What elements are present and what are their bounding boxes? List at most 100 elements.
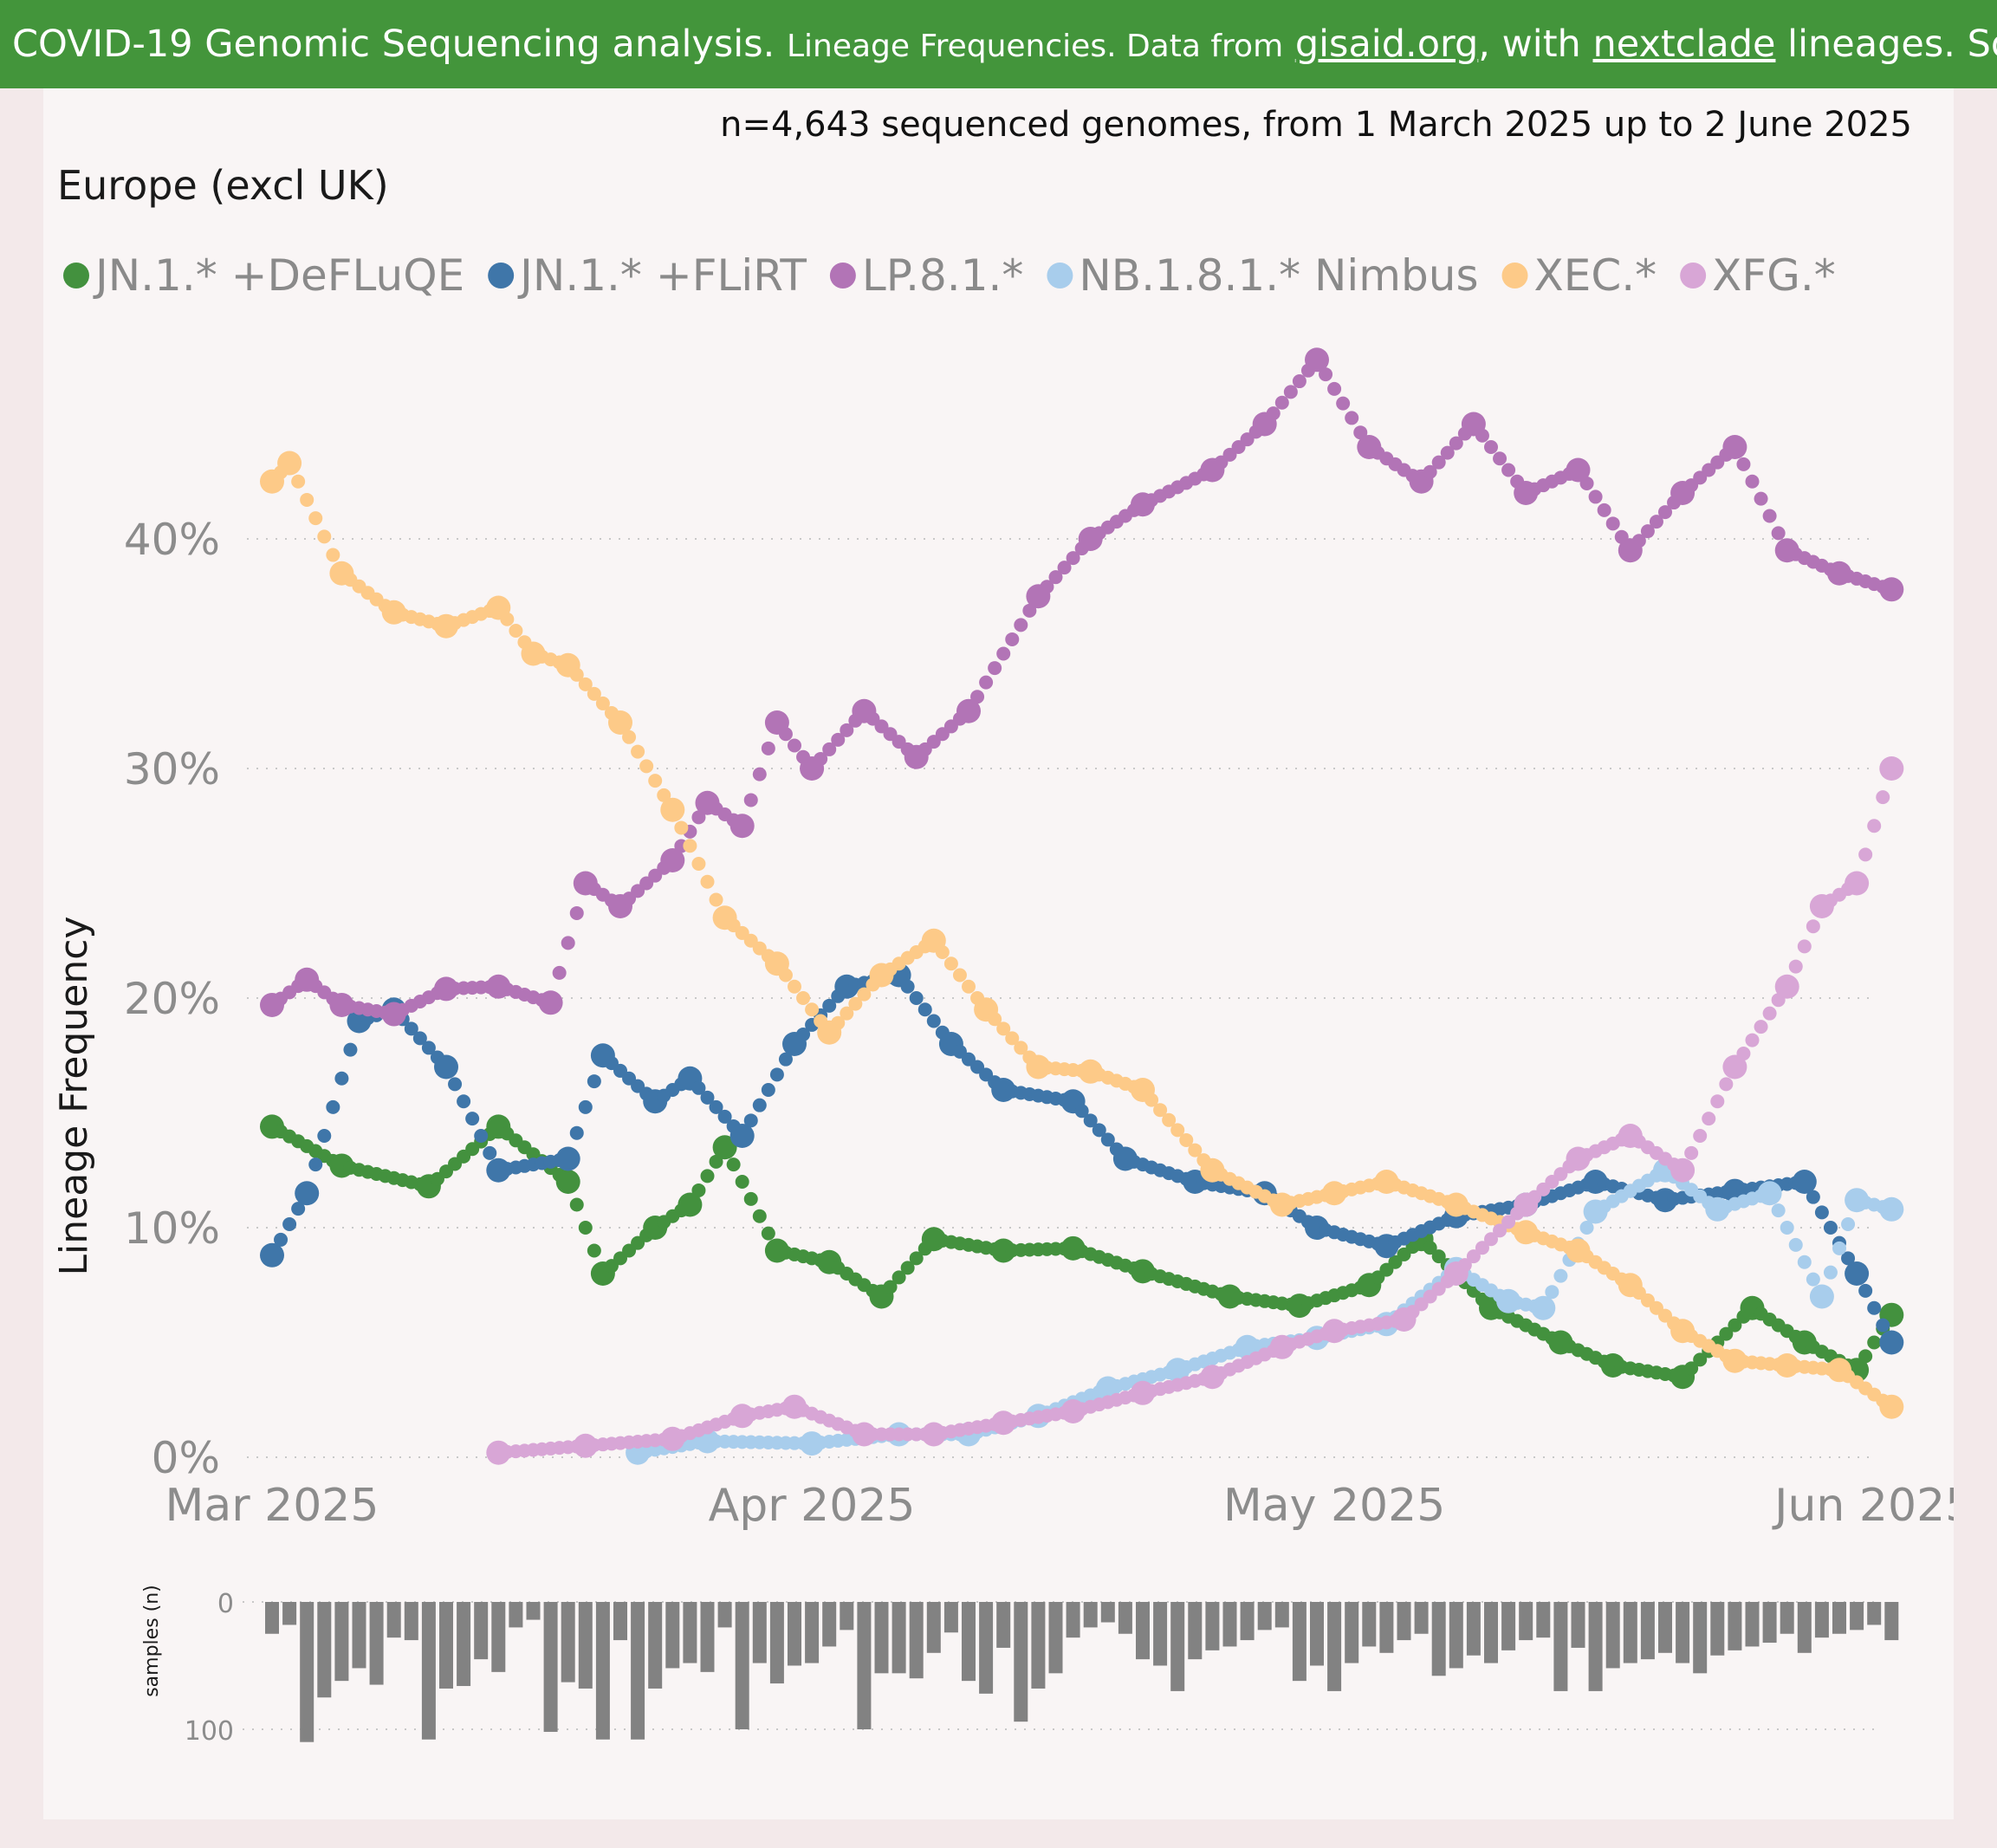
data-point — [1693, 1352, 1708, 1367]
sample-bar — [805, 1602, 820, 1663]
legend-item[interactable]: XFG.* — [1680, 250, 1836, 301]
sample-bar — [1519, 1602, 1533, 1641]
sample-bar — [909, 1602, 924, 1679]
data-point — [561, 936, 575, 950]
sample-bar — [1136, 1602, 1150, 1660]
data-point — [1823, 1265, 1838, 1280]
data-point — [578, 677, 593, 691]
data-point — [1014, 1041, 1028, 1055]
y-tick-label: 0% — [152, 1433, 220, 1483]
legend-marker — [829, 263, 856, 289]
data-point — [788, 738, 801, 753]
legend-item[interactable]: LP.8.1.* — [829, 250, 1024, 301]
sample-bar — [1327, 1602, 1342, 1691]
data-point — [691, 856, 706, 871]
data-point — [326, 1099, 340, 1114]
data-point — [317, 529, 332, 544]
data-point — [1684, 1361, 1699, 1376]
data-point — [1170, 1123, 1185, 1138]
sample-axis: 0 100 — [185, 1589, 234, 1747]
banner-text-3: lineages. Source — [1787, 23, 1997, 66]
grid — [247, 538, 1876, 1458]
data-point — [943, 956, 958, 971]
sample-bar — [857, 1602, 872, 1729]
data-point — [935, 945, 950, 959]
sample-bar — [769, 1602, 784, 1684]
x-tick-label: May 2025 — [1223, 1480, 1445, 1532]
y-tick-label: 20% — [124, 974, 220, 1024]
sample-bar — [943, 1602, 958, 1633]
data-point — [769, 1067, 784, 1082]
data-point — [1640, 524, 1655, 539]
data-point — [1757, 1181, 1782, 1206]
chart-subtitle: n=4,643 sequenced genomes, from 1 March … — [720, 105, 1912, 145]
data-point — [1867, 819, 1882, 833]
legend-item[interactable]: JN.1.* +DeFLuQE — [63, 250, 464, 301]
data-point — [1876, 1318, 1890, 1333]
y-tick-label: 10% — [124, 1203, 220, 1254]
data-point — [1493, 1223, 1507, 1238]
sample-bar — [1449, 1602, 1463, 1669]
data-point — [1736, 457, 1751, 471]
sample-bar — [1605, 1602, 1620, 1669]
data-point — [552, 965, 567, 980]
data-point — [1867, 1335, 1882, 1350]
sample-bar — [926, 1602, 941, 1653]
data-point — [1806, 1190, 1820, 1204]
data-point — [1845, 871, 1870, 896]
data-point — [1345, 411, 1359, 425]
data-point — [848, 996, 863, 1011]
data-point — [1553, 1268, 1568, 1283]
sample-bar — [595, 1602, 610, 1740]
data-point — [761, 1226, 775, 1241]
sample-bar — [421, 1602, 436, 1740]
data-point — [1597, 503, 1611, 517]
data-point — [295, 1181, 320, 1206]
data-point — [979, 675, 994, 690]
data-point — [709, 892, 723, 907]
data-point — [1014, 618, 1028, 632]
sample-bar — [613, 1602, 627, 1641]
data-point — [752, 767, 767, 781]
data-point — [1670, 1157, 1696, 1183]
sample-bar — [1466, 1602, 1481, 1656]
x-tick-label: Jun 2025 — [1772, 1480, 1954, 1532]
sample-bar — [1048, 1602, 1063, 1674]
legend-marker — [488, 263, 515, 289]
legend-item[interactable]: JN.1.* +FLiRT — [488, 250, 807, 301]
data-point — [1754, 491, 1768, 506]
sample-bar — [1431, 1602, 1446, 1676]
nextclade-link[interactable]: nextclade — [1592, 23, 1776, 66]
sample-bar — [1100, 1602, 1115, 1623]
data-point — [1788, 959, 1803, 974]
data-point — [761, 1083, 775, 1097]
sample-bar — [439, 1602, 453, 1689]
data-point — [631, 744, 645, 759]
sample-bar — [578, 1602, 593, 1689]
data-point — [274, 1232, 289, 1247]
data-point — [457, 1094, 471, 1109]
data-point — [1879, 577, 1904, 602]
data-point — [729, 1124, 755, 1148]
data-point — [1754, 1020, 1768, 1034]
sample-bar — [561, 1602, 575, 1683]
data-point — [962, 979, 976, 994]
legend-item[interactable]: XEC.* — [1501, 250, 1657, 301]
y-axis: 0% 10% 20% 30% 40% — [124, 515, 220, 1483]
data-point — [996, 646, 1011, 661]
data-point — [569, 1125, 584, 1140]
sample-bar — [788, 1602, 801, 1666]
data-point — [709, 1099, 723, 1114]
gisaid-link[interactable]: gisaid.org — [1294, 23, 1479, 66]
legend-item[interactable]: NB.1.8.1.* Nimbus — [1047, 250, 1479, 301]
banner-text: Lineage Frequencies. Data from — [786, 29, 1284, 64]
data-point — [1327, 381, 1342, 396]
data-point — [421, 1041, 436, 1055]
data-point — [796, 991, 811, 1005]
data-point — [1431, 455, 1446, 470]
data-point — [1501, 463, 1516, 477]
data-point — [1292, 374, 1306, 389]
data-point — [1484, 440, 1498, 454]
sample-bar — [822, 1602, 837, 1647]
data-point — [1545, 1285, 1559, 1300]
